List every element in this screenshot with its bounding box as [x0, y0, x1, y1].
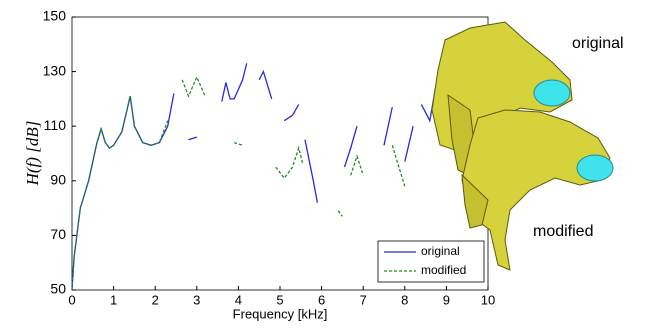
- legend: original modified: [378, 241, 484, 282]
- x-tick-label: 8: [401, 292, 408, 307]
- x-tick-label: 0: [68, 292, 75, 307]
- annotation: original: [572, 35, 624, 52]
- y-axis-label: H(f) [dB]: [23, 121, 42, 187]
- x-tick-label: 1: [110, 292, 117, 307]
- x-tick-label: 2: [152, 292, 159, 307]
- x-tick-label: 9: [443, 292, 450, 307]
- x-tick-label: 5: [276, 292, 283, 307]
- x-tick-label: 3: [193, 292, 200, 307]
- chart: 0 1 2 3 4 5 6 7 8 9 10 50 70 90 110 130 150 H(f) [dB] Fr…: [0, 0, 650, 324]
- x-axis-label: Frequency [kHz]: [233, 306, 328, 321]
- y-tick-label: 130: [43, 62, 67, 78]
- legend-label: original: [421, 244, 460, 258]
- x-tick-label: 10: [481, 292, 495, 307]
- y-tick-label: 90: [50, 172, 66, 188]
- annotation: modified: [533, 223, 593, 240]
- x-tick-label: 7: [360, 292, 367, 307]
- y-tick-label: 70: [50, 226, 66, 242]
- mesh-modified: [462, 110, 613, 270]
- y-tick-label: 150: [43, 8, 67, 24]
- x-tick-label: 6: [318, 292, 325, 307]
- legend-label: modified: [421, 263, 466, 277]
- x-tick-label: 4: [235, 292, 242, 307]
- y-tick-label: 110: [44, 117, 67, 133]
- y-tick-label: 50: [50, 281, 66, 297]
